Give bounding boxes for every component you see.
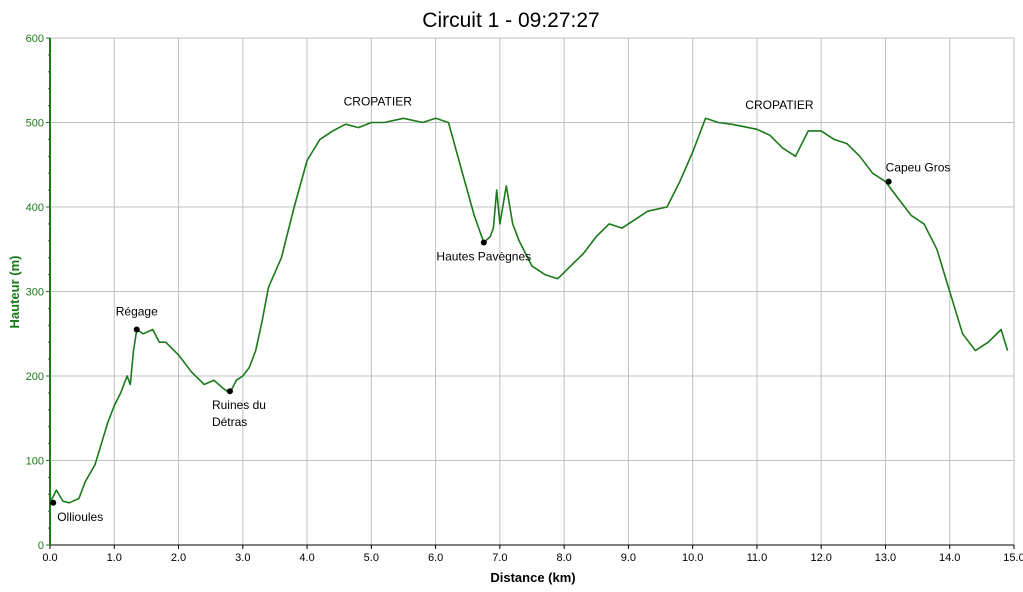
waypoint-label: CROPATIER bbox=[745, 98, 814, 112]
x-tick-labels: 0.0 1.0 2.0 3.0 4.0 5.0 6.0 7.0 8.0 9.0 10.0 11.0 12… bbox=[42, 552, 1023, 564]
elevation-line bbox=[49, 117, 1009, 504]
y-tick-label: 100 bbox=[26, 456, 44, 468]
waypoint-label: Capeu Gros bbox=[886, 161, 951, 175]
axes bbox=[46, 37, 1015, 549]
y-tick-labels: 0 100 200 300 400 500 600 bbox=[26, 33, 44, 552]
x-tick-label: 11.0 bbox=[747, 552, 768, 564]
y-tick-label: 500 bbox=[26, 118, 44, 130]
x-tick-label: 8.0 bbox=[556, 552, 571, 564]
waypoint-label: CROPATIER bbox=[344, 95, 413, 109]
x-tick-label: 14.0 bbox=[939, 552, 960, 564]
chart-title: Circuit 1 - 09:27:27 bbox=[422, 9, 599, 32]
waypoint-label: Ruines du bbox=[212, 398, 266, 412]
waypoint-label: Hautes Pavègnes bbox=[436, 249, 531, 263]
waypoint-label: Ollioules bbox=[57, 510, 103, 524]
waypoint-marker bbox=[480, 239, 487, 246]
waypoint-marker bbox=[50, 499, 57, 506]
y-tick-label: 400 bbox=[26, 202, 44, 214]
y-axis-label: Hauteur (m) bbox=[7, 256, 22, 329]
x-tick-label: 5.0 bbox=[364, 552, 379, 564]
x-tick-label: 3.0 bbox=[235, 552, 250, 564]
y-tick-label: 300 bbox=[26, 287, 44, 299]
y-tick-label: 600 bbox=[26, 33, 44, 45]
x-tick-label: 7.0 bbox=[492, 552, 507, 564]
x-tick-label: 13.0 bbox=[875, 552, 896, 564]
waypoint-label: Régage bbox=[116, 305, 158, 319]
x-tick-label: 12.0 bbox=[810, 552, 831, 564]
x-tick-label: 15.0 bbox=[1003, 552, 1023, 564]
y-tick-label: 200 bbox=[26, 371, 44, 383]
x-axis-label: Distance (km) bbox=[490, 570, 575, 585]
elevation-series bbox=[49, 117, 1009, 504]
x-tick-label: 9.0 bbox=[621, 552, 636, 564]
x-tick-label: 4.0 bbox=[299, 552, 314, 564]
y-tick-label: 0 bbox=[38, 540, 44, 552]
waypoint-marker bbox=[885, 178, 892, 185]
waypoint-marker bbox=[133, 326, 140, 333]
x-tick-label: 6.0 bbox=[428, 552, 443, 564]
x-tick-label: 10.0 bbox=[682, 552, 703, 564]
x-tick-label: 2.0 bbox=[171, 552, 186, 564]
waypoint-label-line2: Détras bbox=[212, 415, 247, 429]
x-tick-label: 0.0 bbox=[42, 552, 57, 564]
waypoint-annotations: Ollioules Régage Ruines du Détras CROPATIER H… bbox=[50, 95, 950, 524]
x-tick-label: 1.0 bbox=[107, 552, 122, 564]
waypoint-marker bbox=[226, 388, 233, 395]
